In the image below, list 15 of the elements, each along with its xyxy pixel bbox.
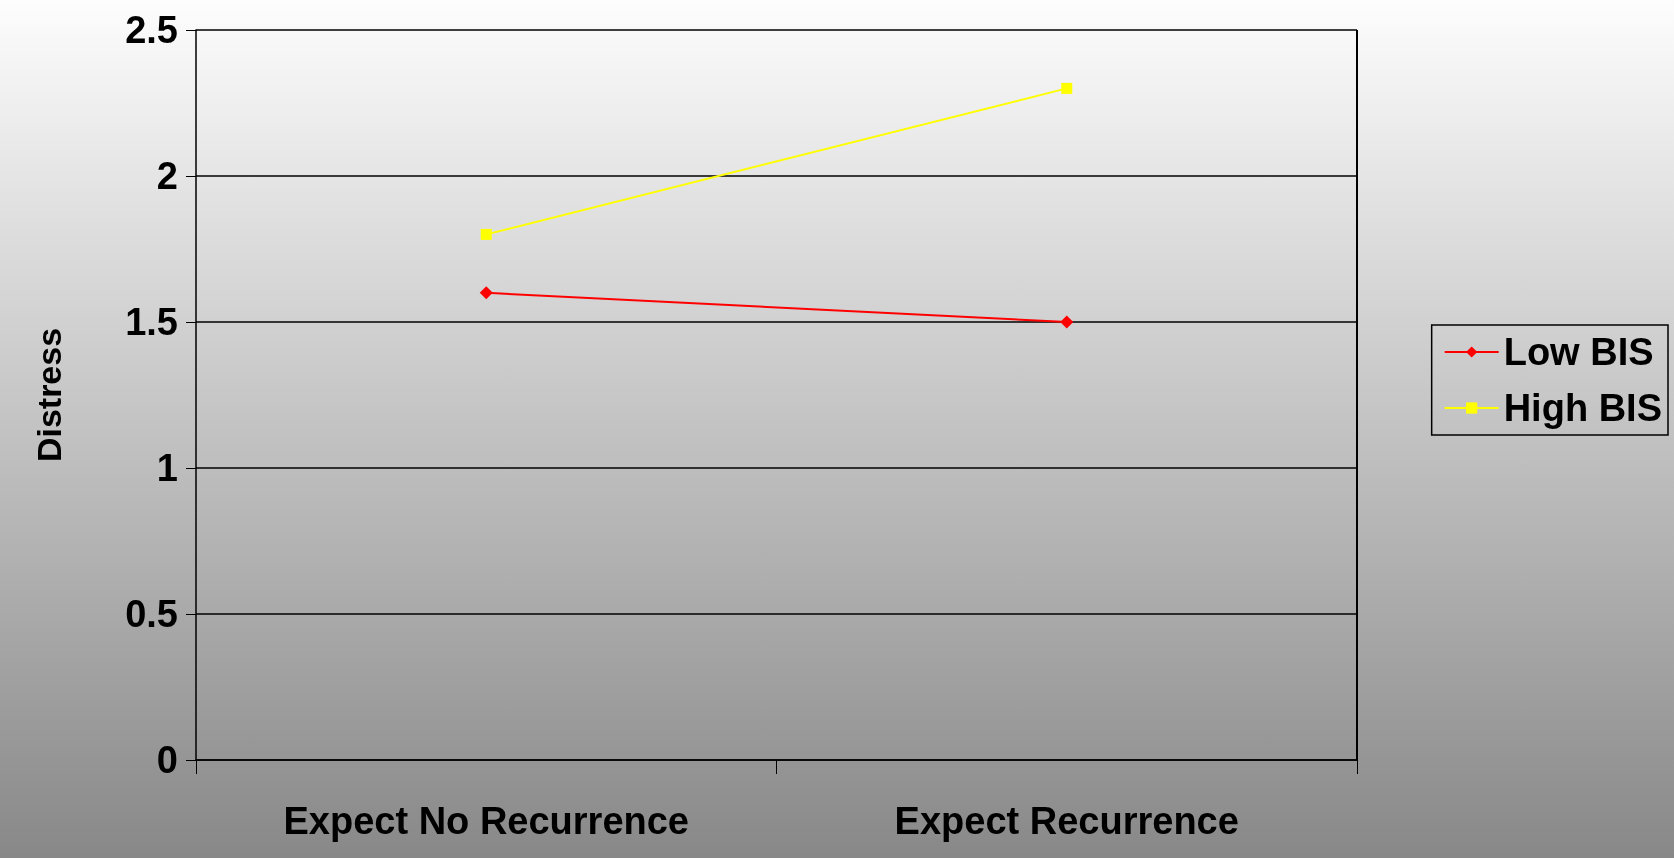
point — [1060, 315, 1074, 329]
y-tick-label: 2.5 — [125, 9, 178, 51]
legend-label: High BIS — [1503, 387, 1662, 429]
y-tick-label: 0.5 — [125, 593, 178, 635]
y-tick-label: 1.5 — [125, 301, 178, 343]
y-axis-title: Distress — [30, 327, 68, 463]
y-tick-label: 0 — [156, 739, 178, 781]
x-tick-label: Expect Recurrence — [894, 800, 1239, 842]
legend-label: Low BIS — [1503, 331, 1654, 373]
y-tick-label: 2 — [156, 155, 178, 197]
x-tick-label: Expect No Recurrence — [283, 800, 689, 842]
point — [480, 228, 492, 240]
point — [1061, 82, 1073, 94]
y-tick-label: 1 — [156, 447, 178, 489]
point — [479, 286, 493, 300]
